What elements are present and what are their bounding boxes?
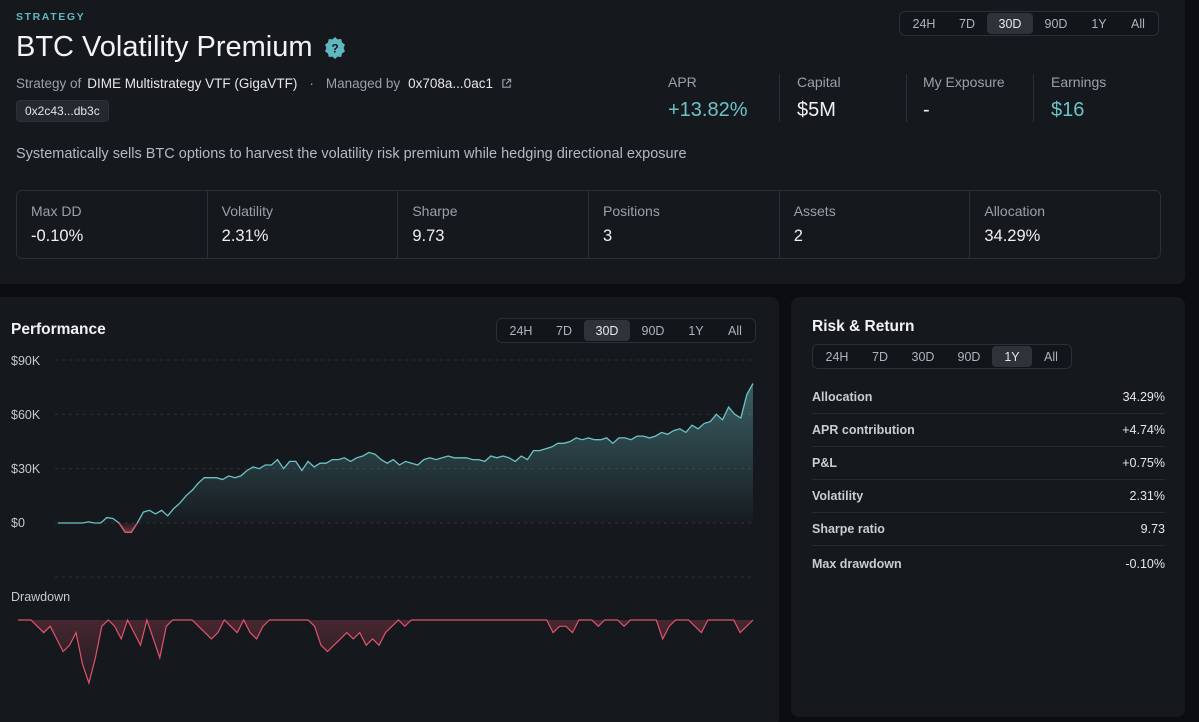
apr-value: +13.82%: [668, 99, 748, 121]
performance-area-negative: [58, 523, 753, 533]
risk-row-value: -0.10%: [1125, 556, 1165, 571]
y-tick-label: $30K: [11, 462, 41, 476]
performance-chart: [55, 359, 755, 578]
risk-row-value: 2.31%: [1129, 489, 1165, 503]
strategy-header-panel: [0, 0, 1185, 284]
metric-label: Sharpe: [412, 203, 458, 219]
risk-row-max-drawdown: Max drawdown -0.10%: [812, 547, 1165, 580]
drawdown-label: Drawdown: [11, 590, 71, 604]
risk-timeframe-selector: 24H 7D 30D 90D 1Y All: [812, 344, 1072, 369]
verified-badge-icon: ?: [323, 36, 347, 60]
drawdown-line: [18, 617, 754, 686]
title-row: BTC Volatility Premium ?: [16, 31, 347, 64]
metric-volatility: Volatility 2.31%: [208, 191, 399, 258]
metric-value: -0.10%: [31, 227, 84, 245]
metrics-strip: Max DD -0.10% Volatility 2.31% Sharpe 9.…: [16, 190, 1161, 259]
stats-divider: [1033, 74, 1034, 122]
risk-row-label: Max drawdown: [812, 556, 902, 571]
drawdown-area: [18, 620, 753, 683]
strategy-of-label: Strategy of: [16, 76, 82, 91]
risk-row-pnl: P&L +0.75%: [812, 447, 1165, 480]
performance-line: [58, 383, 754, 534]
metric-value: 9.73: [412, 227, 445, 245]
risk-row-volatility: Volatility 2.31%: [812, 480, 1165, 513]
metric-label: Volatility: [221, 203, 274, 219]
parent-vault-link[interactable]: DIME Multistrategy VTF (GigaVTF): [87, 76, 298, 91]
earnings-value: $16: [1051, 99, 1085, 121]
strategy-description: Systematically sells BTC options to harv…: [16, 146, 687, 162]
metric-label: Allocation: [984, 203, 1046, 219]
risk-row-label: APR contribution: [812, 423, 915, 437]
capital-label: Capital: [797, 74, 841, 90]
metric-label: Assets: [793, 203, 836, 219]
header-tf-7d[interactable]: 7D: [959, 16, 975, 31]
risk-row-value: 34.29%: [1122, 390, 1165, 404]
header-tf-all[interactable]: All: [1131, 16, 1145, 31]
drawdown-chart: [18, 617, 754, 686]
strategy-address-chip[interactable]: 0x2c43...db3c: [16, 100, 109, 122]
metric-assets: Assets 2: [780, 191, 971, 258]
risk-tf-24h[interactable]: 24H: [825, 349, 849, 364]
risk-row-label: Sharpe ratio: [812, 522, 885, 536]
metric-allocation: Allocation 34.29%: [970, 191, 1160, 258]
manager-address-link[interactable]: 0x708a...0ac1: [408, 76, 493, 91]
metric-value: 2: [793, 227, 803, 245]
y-tick-label: $0: [11, 516, 25, 530]
performance-area-positive: [58, 383, 753, 523]
y-tick-label: $90K: [11, 354, 41, 368]
svg-text:?: ?: [331, 41, 338, 55]
perf-tf-90d[interactable]: 90D: [641, 323, 665, 338]
y-tick-label: $60K: [11, 408, 41, 422]
stats-divider: [779, 74, 780, 122]
perf-tf-all[interactable]: All: [728, 323, 742, 338]
header-timeframe-selector: 24H 7D 30D 90D 1Y All: [899, 11, 1159, 36]
my-exposure-label: My Exposure: [923, 74, 1005, 90]
stats-divider: [906, 74, 907, 122]
risk-return-title: Risk & Return: [812, 318, 915, 335]
perf-tf-30d[interactable]: 30D: [584, 320, 630, 341]
performance-line-negative: [118, 522, 138, 534]
performance-title: Performance: [11, 321, 106, 338]
meta-separator-dot: ·: [309, 76, 314, 91]
perf-tf-24h[interactable]: 24H: [509, 323, 533, 338]
metric-positions: Positions 3: [589, 191, 780, 258]
risk-row-sharpe-ratio: Sharpe ratio 9.73: [812, 513, 1165, 546]
managed-by-label: Managed by: [325, 76, 401, 91]
apr-label: APR: [668, 74, 697, 90]
risk-row-value: 9.73: [1140, 522, 1165, 536]
external-link-icon[interactable]: [501, 78, 512, 89]
header-tf-1y[interactable]: 1Y: [1091, 16, 1107, 31]
perf-tf-1y[interactable]: 1Y: [688, 323, 704, 338]
risk-tf-90d[interactable]: 90D: [957, 349, 981, 364]
metric-value: 3: [603, 227, 613, 245]
performance-timeframe-selector: 24H 7D 30D 90D 1Y All: [496, 318, 756, 343]
my-exposure-value: -: [923, 99, 930, 121]
risk-row-value: +0.75%: [1122, 456, 1165, 470]
metric-label: Positions: [603, 203, 660, 219]
strategy-eyebrow: STRATEGY: [16, 11, 86, 23]
risk-row-apr-contribution: APR contribution +4.74%: [812, 414, 1165, 447]
risk-tf-1y[interactable]: 1Y: [992, 346, 1032, 367]
page-title: BTC Volatility Premium: [16, 31, 313, 63]
risk-tf-7d[interactable]: 7D: [872, 349, 888, 364]
risk-row-value: +4.74%: [1122, 423, 1165, 437]
metric-value: 2.31%: [221, 227, 269, 245]
header-tf-30d[interactable]: 30D: [987, 13, 1033, 34]
header-tf-90d[interactable]: 90D: [1044, 16, 1068, 31]
strategy-meta-row: Strategy of DIME Multistrategy VTF (Giga…: [16, 76, 512, 91]
metric-sharpe: Sharpe 9.73: [398, 191, 590, 258]
risk-tf-30d[interactable]: 30D: [911, 349, 935, 364]
risk-row-label: Volatility: [812, 489, 864, 503]
perf-tf-7d[interactable]: 7D: [556, 323, 572, 338]
metric-max-dd: Max DD -0.10%: [17, 191, 208, 258]
metric-value: 34.29%: [984, 227, 1041, 245]
risk-row-label: P&L: [812, 456, 837, 470]
risk-row-allocation: Allocation 34.29%: [812, 381, 1165, 414]
capital-value: $5M: [797, 99, 836, 121]
header-tf-24h[interactable]: 24H: [912, 16, 936, 31]
risk-tf-all[interactable]: All: [1044, 349, 1058, 364]
metric-label: Max DD: [31, 203, 82, 219]
risk-row-label: Allocation: [812, 390, 873, 404]
earnings-label: Earnings: [1051, 74, 1107, 90]
